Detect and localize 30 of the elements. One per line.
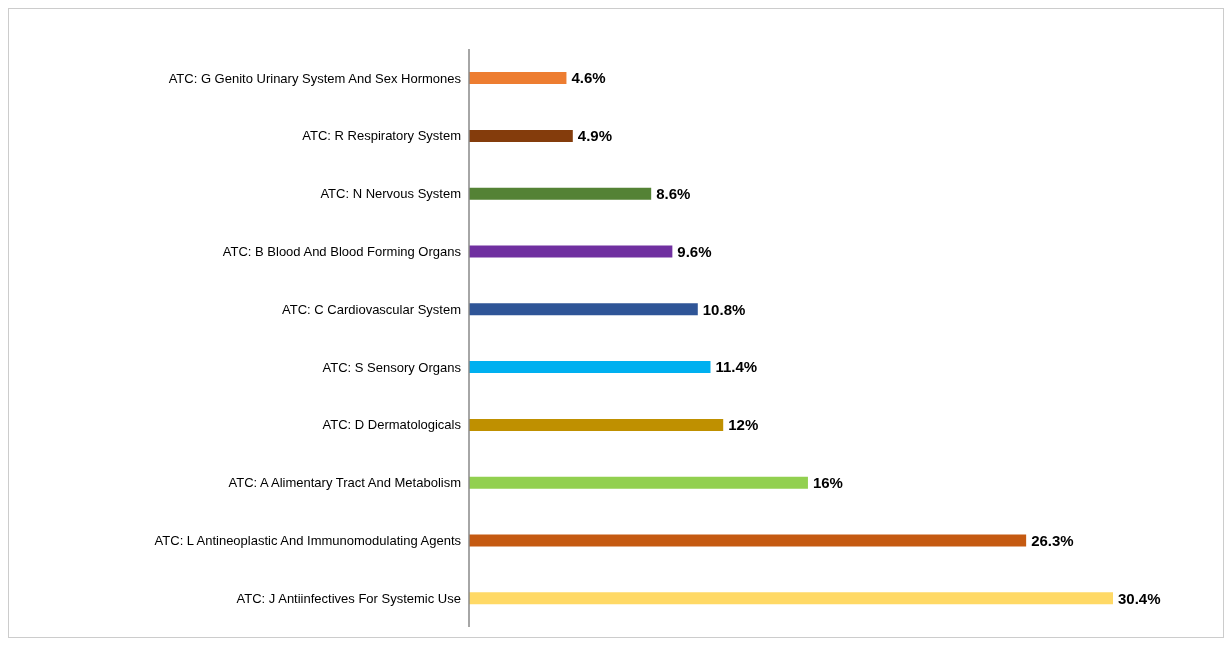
data-label: 8.6%: [656, 185, 691, 203]
y-tick-label: ATC: C Cardiovascular System: [282, 301, 461, 317]
data-label: 12%: [728, 416, 759, 434]
bar: [469, 72, 567, 85]
bar: [469, 129, 573, 142]
data-label: 30.4%: [1118, 589, 1161, 607]
y-tick-label: ATC: G Genito Urinary System And Sex Hormones: [168, 70, 462, 86]
y-tick-label: ATC: J Antiinfectives For Systemic Use: [236, 590, 461, 606]
data-label: 9.6%: [677, 242, 712, 260]
bar: [469, 187, 652, 200]
bar: [469, 245, 673, 258]
bar: [469, 534, 1027, 547]
bar: [469, 361, 711, 374]
y-tick-label: ATC: D Dermatologicals: [322, 417, 462, 433]
y-tick-label: ATC: R Respiratory System: [302, 128, 461, 144]
data-label: 10.8%: [702, 300, 746, 318]
y-tick-label: ATC: B Blood And Blood Forming Organs: [222, 243, 462, 259]
bar: [469, 303, 698, 316]
data-label: 4.6%: [571, 69, 606, 87]
bar: [469, 476, 808, 489]
y-tick-label: ATC: S Sensory Organs: [322, 359, 462, 375]
y-tick-label: ATC: A Alimentary Tract And Metabolism: [228, 475, 461, 491]
y-tick-label: ATC: L Antineoplastic And Immunomodulating Agents: [154, 532, 462, 548]
data-label: 4.9%: [577, 127, 613, 145]
bar: [469, 592, 1113, 605]
data-label: 26.3%: [1031, 531, 1074, 549]
bar: [469, 418, 724, 431]
data-label: 16%: [812, 474, 843, 492]
data-label: 11.4%: [715, 358, 758, 376]
y-tick-label: ATC: N Nervous System: [320, 186, 461, 202]
